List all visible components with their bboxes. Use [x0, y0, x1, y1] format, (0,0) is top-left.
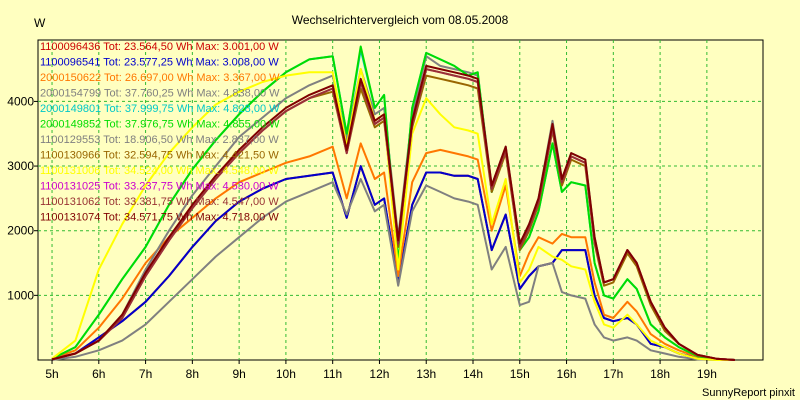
x-tick-label: 8h [186, 367, 199, 381]
series-line-2 [51, 165, 735, 361]
legend-entry-5: 2000149801 Tot: 37.999,75 Wh Max: 4.828,… [40, 103, 280, 115]
series-line-3 [51, 142, 735, 361]
x-tick-label: 18h [650, 367, 670, 381]
legend-entry-3: 2000150622 Tot: 26.697,00 Wh Max: 3.367,… [40, 72, 280, 84]
x-tick-label: 7h [139, 367, 152, 381]
x-tick-label: 17h [603, 367, 623, 381]
legend-entry-1: 1100096436 Tot: 23.564,50 Wh Max: 3.001,… [40, 41, 279, 53]
footer-label: SunnyReport pinxit [702, 387, 795, 399]
series-line-9 [51, 68, 735, 361]
x-tick-label: 12h [369, 367, 389, 381]
y-tick-label: 3000 [7, 159, 34, 173]
legend-entry-6: 2000149852 Tot: 37.976,75 Wh Max: 4.855,… [40, 119, 280, 131]
x-tick-label: 5h [45, 367, 58, 381]
y-axis: 1000 2000 3000 4000 [7, 94, 38, 302]
series-line-6 [51, 45, 735, 361]
y-tick-label: 1000 [7, 288, 34, 302]
x-tick-label: 11h [323, 367, 342, 381]
legend-entry-9: 1100131006 Tot: 34.524,00 Wh Max: 4.548,… [40, 165, 279, 177]
series-lines [51, 45, 735, 361]
series-line-12 [51, 64, 735, 361]
x-tick-label: 9h [232, 367, 245, 381]
x-tick-label: 19h [697, 367, 717, 381]
grid [38, 40, 763, 360]
x-tick-label: 6h [92, 367, 105, 381]
legend-entry-11: 1100131062 Tot: 33.381,75 Wh Max: 4.547,… [40, 196, 279, 208]
legend-entry-4: 2000154799 Tot: 37.760,25 Wh Max: 4.838,… [40, 88, 280, 100]
legend: 1100096436 Tot: 23.564,50 Wh Max: 3.001,… [40, 41, 280, 224]
legend-entry-10: 1100131025 Tot: 33.237,75 Wh Max: 4.530,… [40, 181, 279, 193]
y-tick-label: 4000 [7, 94, 34, 108]
x-tick-label: 16h [557, 367, 577, 381]
series-line-7 [51, 178, 735, 361]
y-tick-label: 2000 [7, 224, 34, 238]
plot-area [37, 39, 764, 361]
x-tick-label: 15h [510, 367, 530, 381]
x-tick-label: 10h [276, 367, 296, 381]
x-tick-label: 13h [416, 367, 436, 381]
legend-entry-8: 1100130966 Tot: 32.594,75 Wh Max: 4.421,… [40, 150, 279, 162]
legend-entry-7: 1100129553 Tot: 18.906,50 Wh Max: 2.837,… [40, 134, 279, 146]
x-tick-label: 14h [463, 367, 483, 381]
chart-title: Wechselrichtervergleich vom 08.05.2008 [292, 13, 509, 27]
x-axis: 5h 6h 7h 8h 9h 10h 11h 12h 13h 14h 15h 16h 17h 18h 19h [45, 360, 717, 381]
legend-entry-2: 1100096541 Tot: 23.577,25 Wh Max: 3.008,… [40, 57, 279, 69]
y-axis-unit: W [34, 16, 46, 30]
legend-entry-12: 1100131074 Tot: 34.571,75 Wh Max: 4.718,… [40, 212, 279, 224]
